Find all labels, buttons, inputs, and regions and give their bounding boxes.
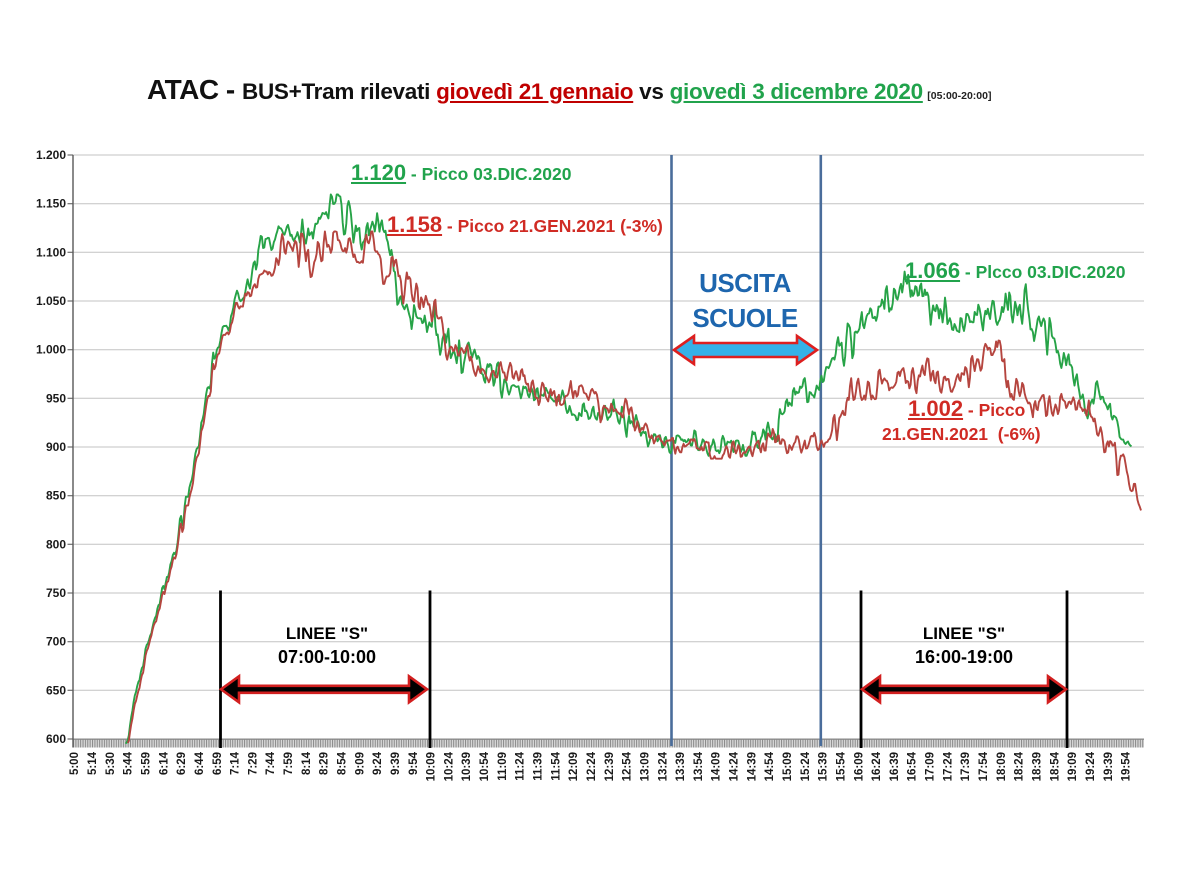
svg-text:5:59: 5:59 — [141, 752, 153, 775]
svg-text:800: 800 — [46, 537, 66, 551]
svg-text:18:39: 18:39 — [1032, 752, 1044, 781]
svg-text:17:09: 17:09 — [925, 752, 937, 781]
svg-text:19:54: 19:54 — [1121, 751, 1133, 781]
svg-text:8:14: 8:14 — [301, 751, 313, 775]
svg-text:750: 750 — [46, 586, 66, 600]
svg-text:7:59: 7:59 — [283, 752, 295, 775]
svg-text:12:09: 12:09 — [568, 752, 580, 781]
svg-text:15:09: 15:09 — [782, 752, 794, 781]
svg-text:9:24: 9:24 — [372, 751, 384, 775]
svg-text:19:24: 19:24 — [1085, 751, 1097, 781]
svg-text:14:54: 14:54 — [764, 751, 776, 781]
svg-text:850: 850 — [46, 489, 66, 503]
svg-text:10:24: 10:24 — [443, 751, 455, 781]
svg-text:6:29: 6:29 — [176, 752, 188, 775]
svg-text:17:24: 17:24 — [942, 751, 954, 781]
svg-text:18:54: 18:54 — [1049, 751, 1061, 781]
svg-text:14:39: 14:39 — [746, 752, 758, 781]
svg-text:5:44: 5:44 — [123, 751, 135, 775]
svg-text:1.050: 1.050 — [36, 294, 66, 308]
svg-text:10:54: 10:54 — [479, 751, 491, 781]
svg-text:600: 600 — [46, 732, 66, 746]
svg-text:10:39: 10:39 — [461, 752, 473, 781]
svg-text:11:39: 11:39 — [533, 752, 545, 781]
svg-text:1.150: 1.150 — [36, 197, 66, 211]
svg-text:7:44: 7:44 — [265, 751, 277, 775]
svg-text:950: 950 — [46, 391, 66, 405]
svg-text:9:09: 9:09 — [354, 752, 366, 775]
svg-text:1.100: 1.100 — [36, 245, 66, 259]
svg-text:16:39: 16:39 — [889, 752, 901, 781]
svg-text:1.000: 1.000 — [36, 343, 66, 357]
svg-text:15:54: 15:54 — [836, 751, 848, 781]
svg-text:15:39: 15:39 — [818, 752, 830, 781]
svg-text:18:09: 18:09 — [996, 752, 1008, 781]
svg-text:16:09: 16:09 — [853, 752, 865, 781]
svg-text:17:39: 17:39 — [960, 752, 972, 781]
svg-text:5:30: 5:30 — [105, 752, 117, 775]
svg-text:7:29: 7:29 — [247, 752, 259, 775]
svg-text:16:24: 16:24 — [871, 751, 883, 781]
svg-text:13:39: 13:39 — [675, 752, 687, 781]
svg-text:10:09: 10:09 — [426, 752, 438, 781]
svg-text:17:54: 17:54 — [978, 751, 990, 781]
svg-text:13:54: 13:54 — [693, 751, 705, 781]
svg-text:7:14: 7:14 — [230, 751, 242, 775]
svg-text:11:24: 11:24 — [515, 751, 527, 780]
svg-text:14:09: 14:09 — [711, 752, 723, 781]
svg-text:6:14: 6:14 — [158, 751, 170, 775]
svg-text:14:24: 14:24 — [729, 751, 741, 781]
svg-text:15:24: 15:24 — [800, 751, 812, 781]
svg-text:8:54: 8:54 — [337, 751, 349, 775]
svg-text:9:39: 9:39 — [390, 752, 402, 775]
svg-text:900: 900 — [46, 440, 66, 454]
svg-text:11:09: 11:09 — [497, 752, 509, 781]
svg-text:13:24: 13:24 — [657, 751, 669, 781]
svg-text:650: 650 — [46, 683, 66, 697]
svg-text:16:54: 16:54 — [907, 751, 919, 781]
svg-text:13:09: 13:09 — [639, 752, 651, 781]
svg-text:18:24: 18:24 — [1014, 751, 1026, 781]
svg-text:6:59: 6:59 — [212, 752, 224, 775]
svg-text:1.200: 1.200 — [36, 148, 66, 162]
svg-text:5:00: 5:00 — [69, 752, 81, 775]
svg-text:12:24: 12:24 — [586, 751, 598, 781]
svg-text:19:39: 19:39 — [1103, 752, 1115, 781]
svg-text:8:29: 8:29 — [319, 752, 331, 775]
svg-text:9:54: 9:54 — [408, 751, 420, 775]
svg-text:6:44: 6:44 — [194, 751, 206, 775]
svg-text:5:14: 5:14 — [87, 751, 99, 775]
svg-text:12:39: 12:39 — [604, 752, 616, 781]
svg-text:12:54: 12:54 — [622, 751, 634, 781]
svg-text:700: 700 — [46, 635, 66, 649]
svg-text:11:54: 11:54 — [550, 751, 562, 780]
svg-text:19:09: 19:09 — [1067, 752, 1079, 781]
